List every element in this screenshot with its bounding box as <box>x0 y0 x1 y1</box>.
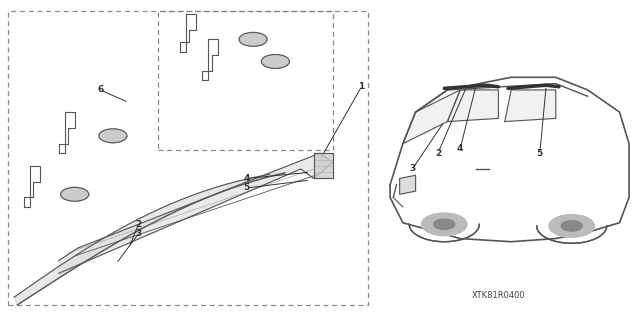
Polygon shape <box>447 90 499 122</box>
Text: 5: 5 <box>244 183 250 192</box>
Text: 4: 4 <box>457 144 463 153</box>
Polygon shape <box>399 175 415 194</box>
Circle shape <box>561 221 582 231</box>
Circle shape <box>261 55 289 69</box>
Polygon shape <box>505 90 556 122</box>
Polygon shape <box>59 153 333 273</box>
Text: 1: 1 <box>358 82 365 91</box>
Circle shape <box>434 219 455 230</box>
Circle shape <box>99 129 127 143</box>
Text: 2: 2 <box>435 149 441 158</box>
Circle shape <box>422 213 467 236</box>
Text: XTK81R0400: XTK81R0400 <box>472 291 525 300</box>
Text: 4: 4 <box>244 174 250 183</box>
Text: 5: 5 <box>537 149 543 158</box>
Polygon shape <box>14 173 285 305</box>
Polygon shape <box>403 90 460 144</box>
Text: 3: 3 <box>409 165 415 174</box>
Text: 3: 3 <box>135 229 141 238</box>
Polygon shape <box>314 153 333 178</box>
Circle shape <box>61 187 89 201</box>
Circle shape <box>239 33 267 46</box>
Text: 2: 2 <box>135 220 141 229</box>
Text: 6: 6 <box>97 85 103 94</box>
Circle shape <box>549 215 595 237</box>
